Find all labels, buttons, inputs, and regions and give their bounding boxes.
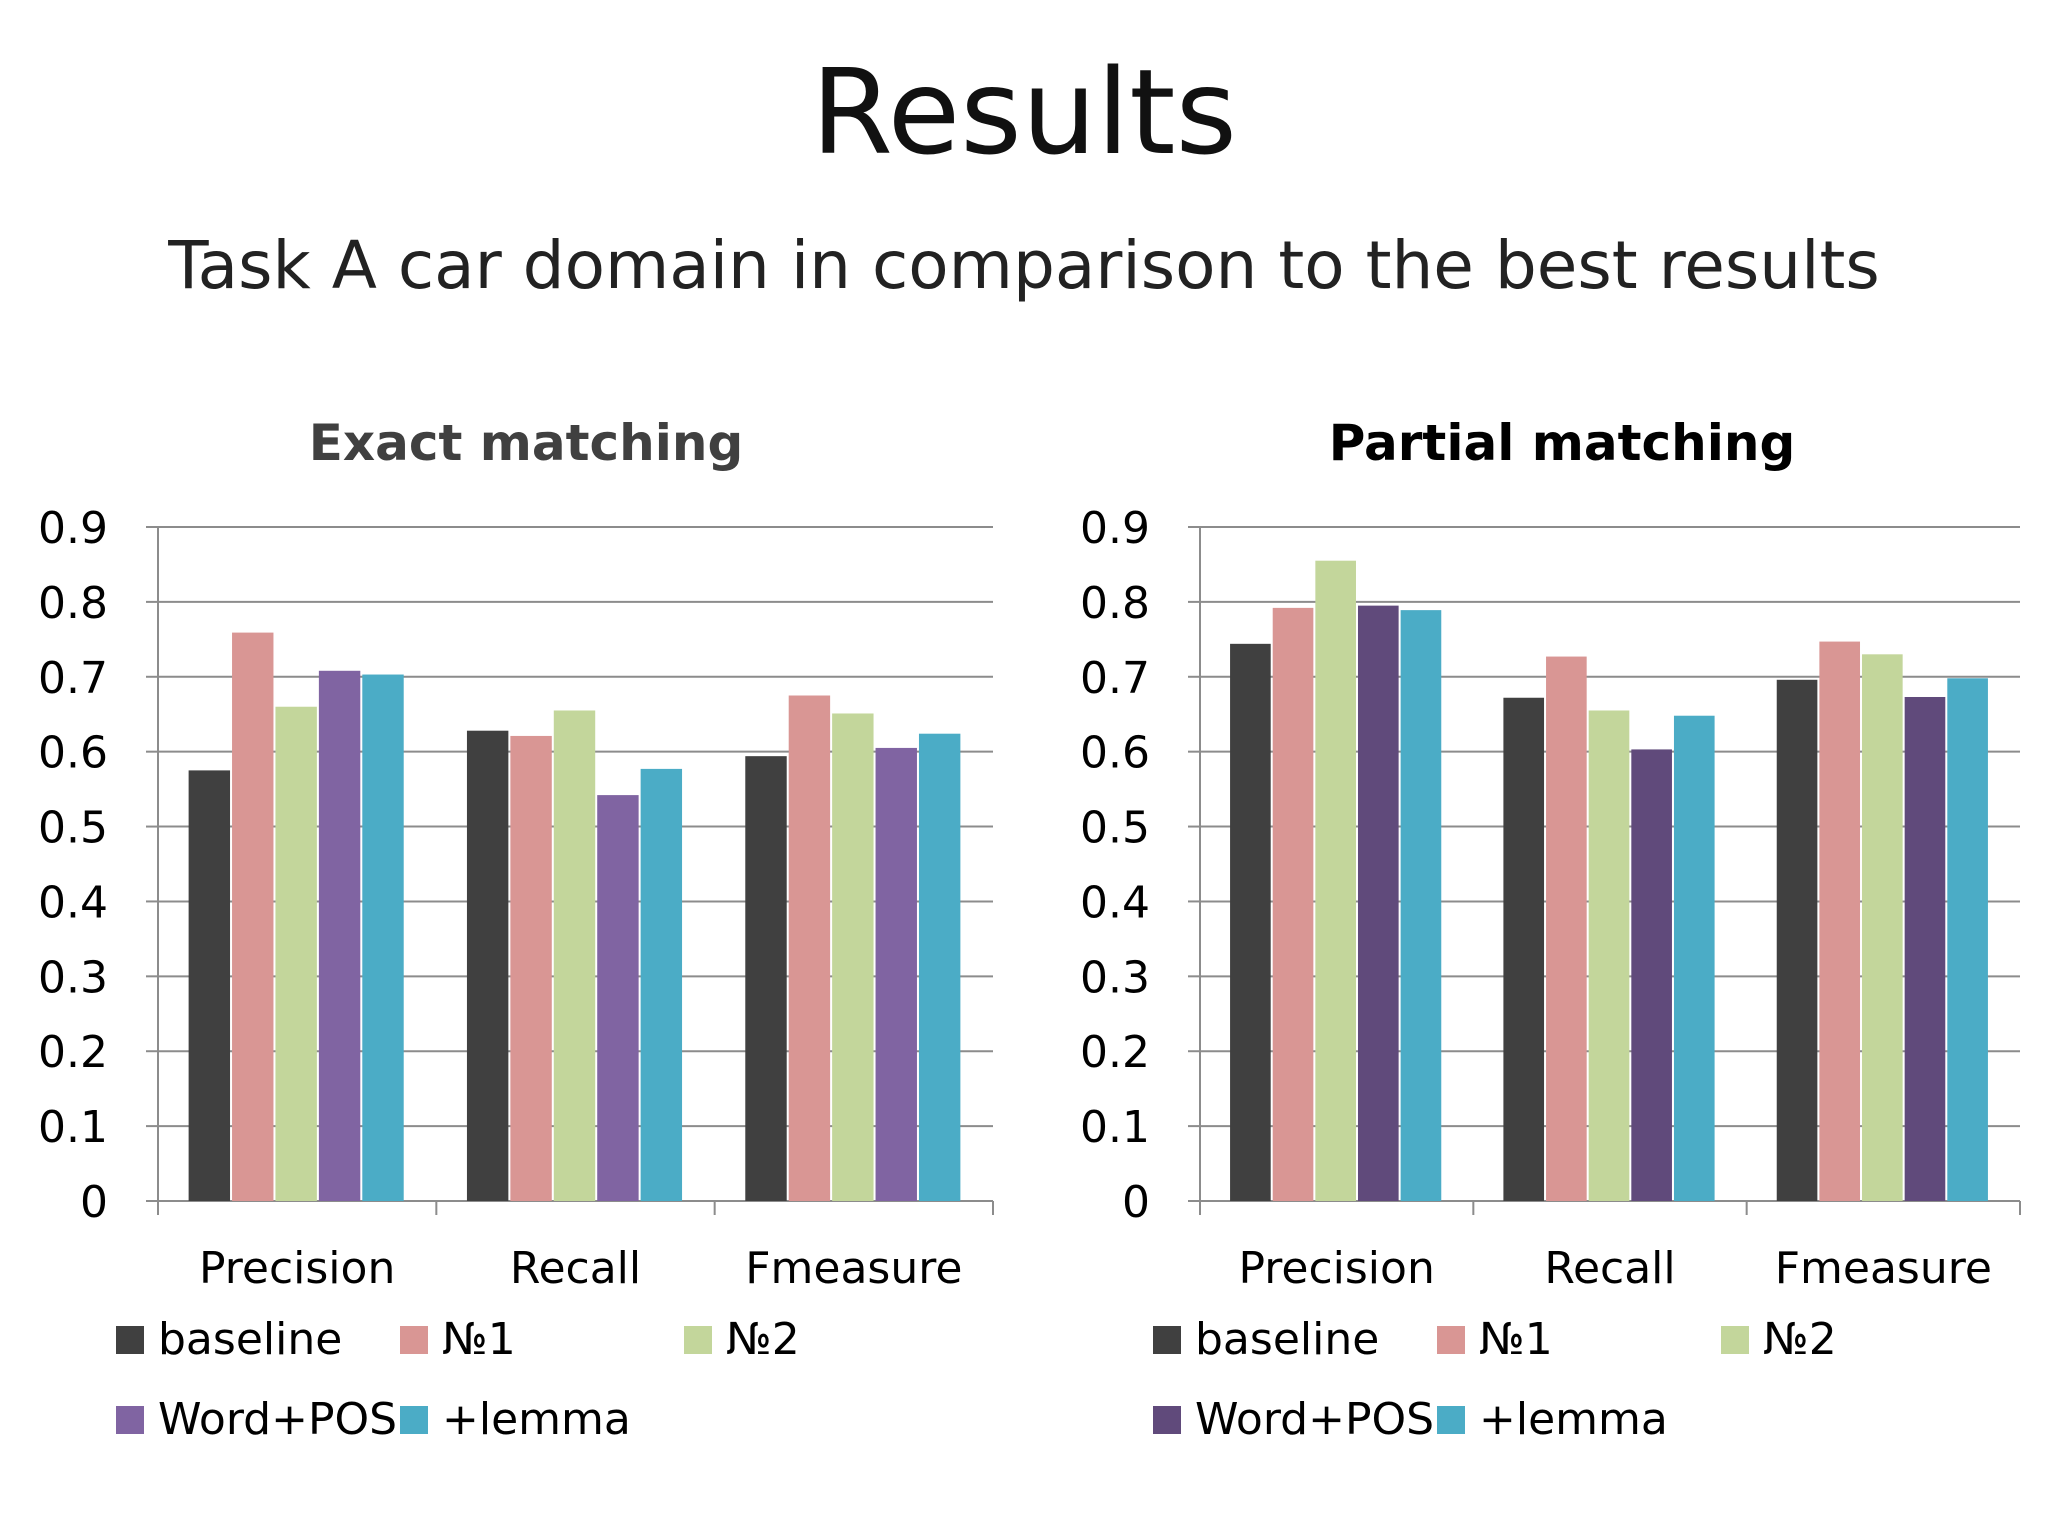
y-tick-label: 0.6: [38, 728, 108, 779]
bar-2-recall: [510, 735, 552, 1201]
bar-3-precision: [275, 706, 317, 1201]
legend-swatch: [400, 1406, 428, 1434]
y-tick-label: 0.8: [1080, 578, 1150, 629]
legend-swatch: [400, 1326, 428, 1354]
bar-5-recall: [1673, 715, 1715, 1201]
bar-1-recall: [1503, 697, 1545, 1201]
bar-2-fmeasure: [788, 695, 831, 1201]
x-category-label: Recall: [510, 1243, 641, 1294]
bar-4-fmeasure: [875, 747, 917, 1201]
legend-swatch: [116, 1406, 144, 1434]
legend-swatch: [684, 1326, 712, 1354]
bar-5-recall: [640, 768, 683, 1201]
y-tick-label: 0.3: [38, 952, 108, 1003]
bar-4-fmeasure: [1904, 696, 1946, 1201]
legend-label: Word+POS: [1195, 1394, 1434, 1445]
legend-swatch: [1437, 1406, 1465, 1434]
legend-label: №1: [442, 1314, 516, 1365]
bar-3-recall: [1588, 710, 1630, 1201]
y-tick-label: 0.3: [1080, 952, 1150, 1003]
bar-1-recall: [466, 730, 509, 1201]
legend-label: baseline: [158, 1314, 342, 1365]
bar-2-precision: [1272, 607, 1314, 1201]
y-tick-label: 0.9: [38, 503, 108, 554]
y-tick-label: 0.7: [1080, 653, 1150, 704]
x-category-label: Precision: [199, 1243, 395, 1294]
x-category-label: Fmeasure: [745, 1243, 962, 1294]
legend-label: №2: [726, 1314, 800, 1365]
y-tick-label: 0: [1122, 1177, 1150, 1228]
legend-swatch: [1153, 1406, 1181, 1434]
slide-subtitle: Task A car domain in comparison to the b…: [168, 227, 1880, 304]
y-tick-label: 0.1: [38, 1102, 108, 1153]
x-category-label: Precision: [1239, 1243, 1435, 1294]
bar-1-precision: [188, 770, 231, 1201]
y-tick-label: 0.6: [1080, 728, 1150, 779]
y-tick-label: 0.8: [38, 578, 108, 629]
y-tick-label: 0.5: [1080, 803, 1150, 854]
legend-swatch: [1721, 1326, 1749, 1354]
legend-label: №1: [1479, 1314, 1553, 1365]
bar-3-fmeasure: [832, 713, 874, 1201]
bar-2-fmeasure: [1819, 641, 1861, 1201]
legend-label: №2: [1763, 1314, 1837, 1365]
bar-4-precision: [318, 670, 361, 1201]
bar-2-recall: [1546, 656, 1587, 1201]
bar-5-fmeasure: [918, 733, 961, 1201]
y-tick-label: 0.2: [38, 1027, 108, 1078]
bar-1-fmeasure: [1776, 679, 1818, 1201]
bar-5-precision: [362, 674, 404, 1201]
x-category-label: Recall: [1544, 1243, 1675, 1294]
bar-3-recall: [553, 710, 596, 1201]
bar-1-precision: [1230, 643, 1271, 1201]
y-tick-label: 0.9: [1080, 503, 1150, 554]
y-tick-label: 0.2: [1080, 1027, 1150, 1078]
chart-title: Exact matching: [309, 414, 744, 472]
bar-4-precision: [1357, 605, 1399, 1201]
x-category-label: Fmeasure: [1775, 1243, 1992, 1294]
bar-5-fmeasure: [1947, 678, 1988, 1201]
bar-3-precision: [1315, 560, 1356, 1201]
y-tick-label: 0.4: [1080, 877, 1150, 928]
bar-5-precision: [1400, 610, 1442, 1201]
y-tick-label: 0.1: [1080, 1102, 1150, 1153]
y-tick-label: 0.4: [38, 877, 108, 928]
legend-swatch: [116, 1326, 144, 1354]
legend-label: +lemma: [1479, 1394, 1668, 1445]
y-tick-label: 0: [80, 1177, 108, 1228]
slide-title: Results: [810, 43, 1238, 181]
bar-2-precision: [232, 632, 274, 1201]
legend-label: +lemma: [442, 1394, 631, 1445]
legend-swatch: [1437, 1326, 1465, 1354]
chart-title: Partial matching: [1329, 414, 1796, 472]
legend-label: baseline: [1195, 1314, 1379, 1365]
bar-1-fmeasure: [745, 756, 787, 1201]
legend-label: Word+POS: [158, 1394, 397, 1445]
legend-swatch: [1153, 1326, 1181, 1354]
bar-4-recall: [597, 795, 639, 1201]
y-tick-label: 0.5: [38, 803, 108, 854]
y-tick-label: 0.7: [38, 653, 108, 704]
bar-3-fmeasure: [1862, 654, 1903, 1201]
bar-4-recall: [1631, 749, 1672, 1201]
